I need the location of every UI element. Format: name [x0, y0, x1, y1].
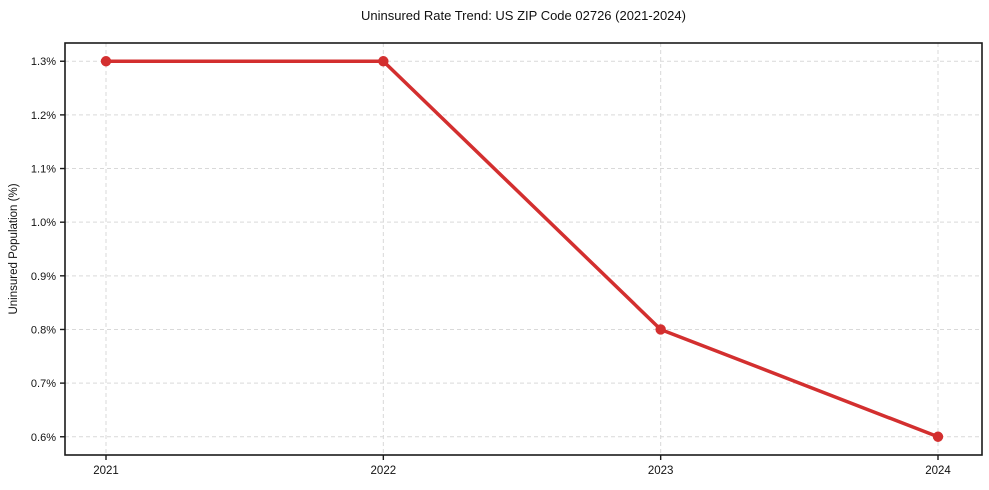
y-tick-label: 1.0% [31, 217, 56, 229]
trend-line [104, 59, 940, 439]
data-point [100, 56, 112, 67]
x-tick-label: 2021 [93, 465, 119, 477]
x-tick-label: 2023 [648, 465, 674, 477]
y-tick-label: 1.2% [31, 110, 56, 122]
data-point [932, 431, 944, 442]
x-tick-label: 2022 [371, 465, 397, 477]
data-point [655, 324, 666, 335]
y-tick-label: 1.1% [31, 164, 56, 176]
x-tick-label: 2024 [925, 465, 951, 477]
y-tick-label: 0.7% [31, 378, 56, 390]
data-point [378, 56, 389, 67]
y-tick-label: 0.9% [31, 271, 56, 283]
plot-border [64, 42, 983, 456]
y-tick-label: 0.8% [31, 324, 56, 336]
y-tick-label: 0.6% [31, 432, 56, 444]
y-tick-label: 1.3% [31, 56, 56, 68]
chart-title: Uninsured Rate Trend: US ZIP Code 02726 … [361, 8, 686, 23]
